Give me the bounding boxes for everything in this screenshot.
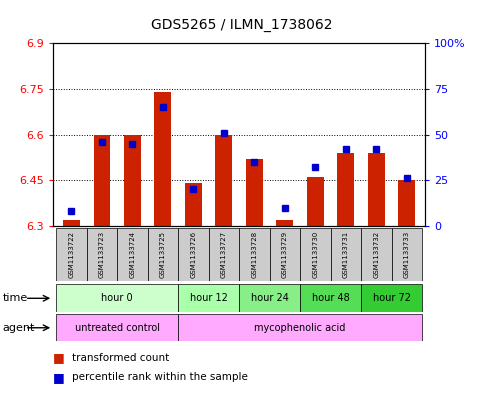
FancyBboxPatch shape — [178, 228, 209, 281]
Bar — [307, 177, 324, 226]
FancyBboxPatch shape — [56, 284, 178, 312]
Bar — [63, 220, 80, 226]
Bar — [246, 159, 263, 226]
Text: GSM1133731: GSM1133731 — [343, 231, 349, 278]
Text: GDS5265 / ILMN_1738062: GDS5265 / ILMN_1738062 — [151, 18, 332, 32]
FancyBboxPatch shape — [239, 228, 270, 281]
Text: percentile rank within the sample: percentile rank within the sample — [72, 372, 248, 382]
Bar — [215, 135, 232, 226]
Bar — [185, 183, 202, 226]
FancyBboxPatch shape — [56, 314, 178, 341]
Bar — [155, 92, 171, 226]
Text: agent: agent — [2, 323, 35, 333]
FancyBboxPatch shape — [300, 228, 330, 281]
Text: hour 72: hour 72 — [372, 293, 411, 303]
FancyBboxPatch shape — [117, 228, 148, 281]
Text: GSM1133728: GSM1133728 — [251, 231, 257, 278]
Text: GSM1133729: GSM1133729 — [282, 231, 288, 278]
FancyBboxPatch shape — [300, 284, 361, 312]
Text: GSM1133730: GSM1133730 — [313, 231, 318, 278]
Text: hour 0: hour 0 — [101, 293, 133, 303]
Text: transformed count: transformed count — [72, 353, 170, 363]
FancyBboxPatch shape — [209, 228, 239, 281]
Text: hour 48: hour 48 — [312, 293, 349, 303]
Text: hour 12: hour 12 — [190, 293, 227, 303]
Text: GSM1133726: GSM1133726 — [190, 231, 197, 278]
Text: GSM1133724: GSM1133724 — [129, 231, 135, 278]
Text: GSM1133722: GSM1133722 — [69, 231, 74, 278]
Text: untreated control: untreated control — [75, 323, 160, 333]
Text: GSM1133723: GSM1133723 — [99, 231, 105, 278]
FancyBboxPatch shape — [148, 228, 178, 281]
Text: GSM1133732: GSM1133732 — [373, 231, 379, 278]
Text: GSM1133727: GSM1133727 — [221, 231, 227, 278]
FancyBboxPatch shape — [361, 284, 422, 312]
Text: ■: ■ — [53, 351, 65, 364]
Text: ■: ■ — [53, 371, 65, 384]
Text: mycophenolic acid: mycophenolic acid — [255, 323, 346, 333]
Bar — [338, 153, 354, 226]
FancyBboxPatch shape — [178, 284, 239, 312]
FancyBboxPatch shape — [86, 228, 117, 281]
Text: hour 24: hour 24 — [251, 293, 288, 303]
FancyBboxPatch shape — [361, 228, 392, 281]
FancyBboxPatch shape — [270, 228, 300, 281]
FancyBboxPatch shape — [239, 284, 300, 312]
Text: time: time — [2, 293, 28, 303]
Text: GSM1133725: GSM1133725 — [160, 231, 166, 278]
FancyBboxPatch shape — [56, 228, 86, 281]
Bar — [94, 135, 110, 226]
FancyBboxPatch shape — [330, 228, 361, 281]
FancyBboxPatch shape — [178, 314, 422, 341]
Text: GSM1133733: GSM1133733 — [404, 231, 410, 278]
Bar — [276, 220, 293, 226]
Bar — [368, 153, 384, 226]
Bar — [124, 135, 141, 226]
FancyBboxPatch shape — [392, 228, 422, 281]
Bar — [398, 180, 415, 226]
